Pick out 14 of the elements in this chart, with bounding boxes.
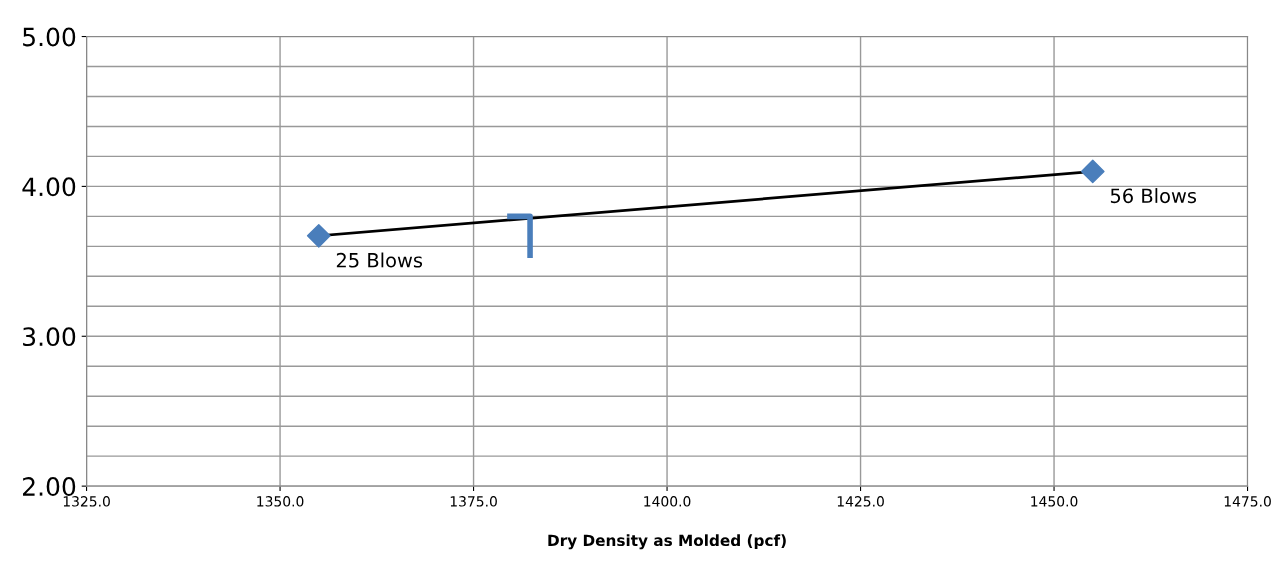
x-tick-label: 1325.0 (63, 496, 110, 507)
y-tick-label: 4.00 (22, 177, 76, 197)
y-tick-label: 3.00 (23, 327, 76, 347)
x-tick-label: 1450.0 (1031, 496, 1078, 507)
x-axis-title: Dry Density as Molded (pcf) (548, 534, 786, 550)
y-tick-label: 2.00 (23, 477, 76, 496)
x-tick-label: 1350.0 (257, 496, 304, 507)
x-tick-label: 1400.0 (644, 496, 691, 507)
x-tick-label: 1375.0 (450, 496, 497, 507)
x-tick-label: 1425.0 (837, 496, 884, 507)
y-tick-label: 5.00 (23, 27, 76, 47)
x-tick-label: 1475.0 (1224, 496, 1271, 507)
annotation: 56 Blows (1110, 188, 1197, 204)
annotation: 25 Blows (336, 252, 423, 268)
